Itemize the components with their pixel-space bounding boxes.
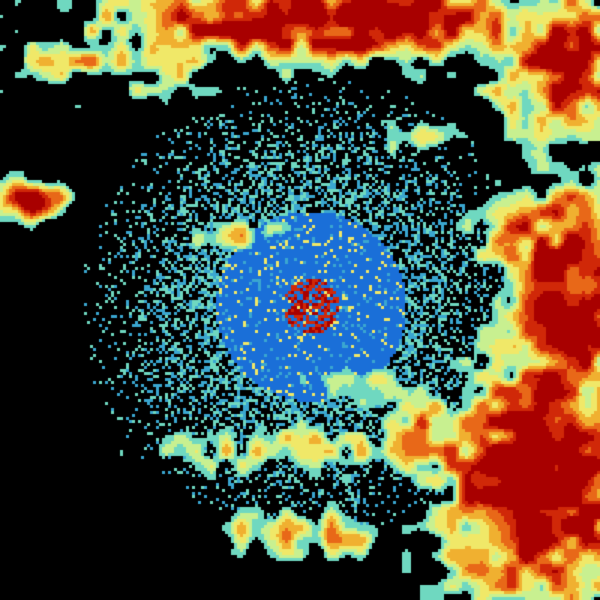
radar-reflectivity-image (0, 0, 600, 600)
